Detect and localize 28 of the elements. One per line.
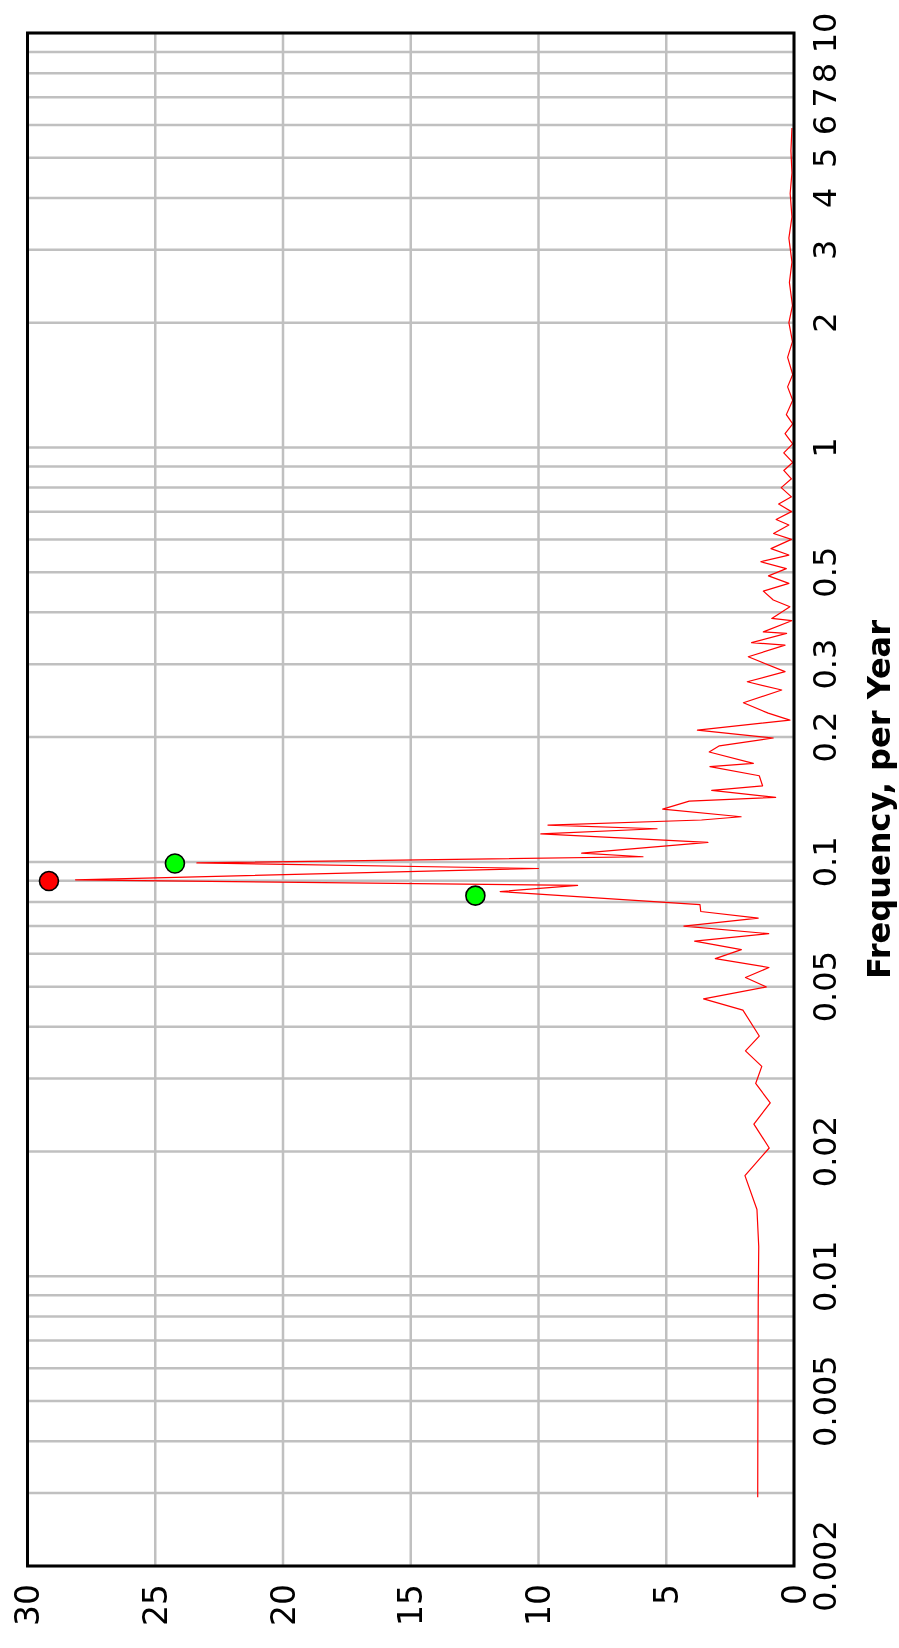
- y-tick-label: 0.2: [806, 711, 844, 763]
- y-tick-label: 3: [806, 239, 844, 260]
- y-tick-label: 10: [806, 12, 844, 54]
- y-tick-label: 5: [806, 147, 844, 168]
- y-tick-label: 0.005: [806, 1355, 844, 1447]
- y-tick-label: 6: [806, 114, 844, 136]
- x-tick-label: 10: [519, 1584, 559, 1626]
- y-tick-label: 4: [806, 187, 844, 209]
- x-tick-label: 30: [8, 1584, 48, 1626]
- y-tick-label: 0.01: [806, 1240, 844, 1312]
- x-tick-label: 25: [135, 1584, 175, 1626]
- y-tick-label: 1: [806, 437, 844, 458]
- y-tick-label: 0.02: [806, 1115, 844, 1188]
- point: [465, 885, 486, 906]
- y-tick-label: 2: [806, 312, 844, 333]
- line-series: [74, 127, 794, 1498]
- x-tick-label: 20: [263, 1584, 303, 1626]
- point: [38, 870, 60, 892]
- y-tick-label: 8: [806, 62, 844, 84]
- y-tick-label: 0.1: [806, 836, 844, 888]
- y-tick-label: 0.3: [806, 638, 844, 690]
- x-tick-label: 5: [646, 1584, 686, 1605]
- y-tick-label: 7: [806, 87, 844, 108]
- x-tick-label: 15: [391, 1584, 431, 1626]
- point: [164, 853, 186, 874]
- y-tick-label: 0.05: [806, 951, 844, 1023]
- y-tick-label: 0.5: [806, 546, 844, 598]
- y-axis-title: Frequency, per Year: [860, 619, 898, 979]
